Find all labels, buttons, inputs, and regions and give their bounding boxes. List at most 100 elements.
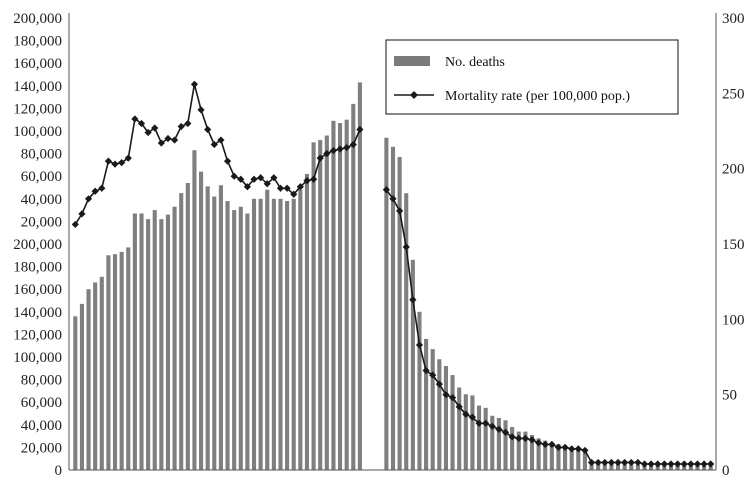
mortality-rate-point	[144, 128, 152, 137]
bar-no-deaths	[708, 466, 713, 470]
mortality-rate-point	[336, 145, 344, 153]
mortality-rate-point	[230, 172, 238, 180]
left-tick-label: 180,000	[13, 34, 62, 50]
left-tick-label: 180,000	[13, 260, 62, 276]
mortality-rate-point	[614, 458, 622, 467]
mortality-rate-point	[78, 210, 86, 218]
bar-no-deaths	[463, 394, 468, 470]
mortality-rate-point	[177, 122, 185, 131]
bar-no-deaths	[324, 135, 329, 470]
bar-no-deaths	[397, 156, 402, 471]
bar-no-deaths	[337, 123, 343, 470]
left-tick-label: 60,000	[21, 395, 62, 411]
legend-label-mortality-rate: Mortality rate (per 100,000 pop.)	[445, 89, 630, 104]
bar-no-deaths	[212, 196, 217, 471]
mortality-rate-point	[382, 186, 390, 194]
bar-no-deaths	[318, 140, 323, 471]
mortality-rate-point	[223, 157, 232, 165]
right-tick-label: 0	[722, 463, 730, 479]
bar-no-deaths	[79, 303, 84, 470]
left-tick-label: 200,000	[13, 11, 62, 27]
mortality-rate-point	[124, 154, 132, 162]
mortality-rate-point	[204, 125, 212, 134]
bar-no-deaths	[510, 427, 515, 470]
bar-no-deaths	[232, 210, 237, 470]
right-tick-label: 150	[722, 237, 745, 253]
mortality-rate-point	[548, 440, 556, 448]
mortality-rate-point	[680, 460, 688, 468]
bar-no-deaths	[543, 440, 548, 470]
mortality-rate-point	[276, 184, 285, 192]
bar-no-deaths	[251, 198, 257, 471]
bar-no-deaths	[179, 193, 184, 470]
mortality-rate-point	[495, 425, 503, 433]
mortality-rate-point	[111, 160, 119, 168]
mortality-rate-point	[190, 80, 199, 88]
bar-no-deaths	[450, 375, 455, 470]
bar-no-deaths	[265, 189, 270, 470]
bar-no-deaths	[126, 247, 131, 470]
bars-no-deaths	[73, 82, 713, 471]
mortality-rate-point	[660, 460, 668, 468]
mortality-rate-point	[356, 125, 364, 134]
mortality-rate-point	[422, 366, 430, 375]
mortality-rate-point	[561, 443, 569, 451]
left-tick-label: 140,000	[13, 79, 62, 95]
bar-no-deaths	[668, 465, 674, 470]
mortality-rate-point	[475, 419, 483, 427]
left-tick-label: 120,000	[13, 101, 62, 117]
bar-no-deaths	[569, 447, 574, 470]
bar-no-deaths	[278, 198, 283, 471]
left-tick-label: 40,000	[21, 418, 62, 434]
bar-no-deaths	[549, 442, 554, 470]
left-tick-label: 60,000	[21, 169, 62, 185]
left-axis-ticks: 0 20,000 40,000 60,000 80,000 100,000 120,000 1…	[13, 11, 62, 479]
bar-no-deaths	[688, 465, 693, 470]
mortality-rate-point	[707, 460, 715, 468]
mortality-rate-point	[455, 403, 463, 411]
bar-no-deaths	[430, 349, 435, 470]
bar-no-deaths	[99, 276, 104, 470]
mortality-rate-point	[654, 460, 662, 468]
left-tick-label: 20,000	[21, 440, 62, 456]
bar-no-deaths	[199, 171, 204, 470]
bar-no-deaths	[258, 198, 263, 471]
bar-no-deaths	[225, 201, 230, 470]
mortality-rate-point	[634, 458, 642, 467]
mortality-rate-point	[250, 175, 258, 183]
mortality-rate-point	[554, 443, 563, 451]
mortality-rate-point	[303, 177, 311, 185]
mortality-rate-point	[601, 458, 609, 467]
mortality-rate-point	[594, 458, 602, 467]
bar-no-deaths	[417, 311, 422, 470]
mortality-rate-point	[329, 146, 338, 155]
bar-no-deaths	[152, 210, 157, 470]
mortality-rate-point	[157, 139, 165, 147]
mortality-rate-point	[673, 460, 682, 468]
mortality-rate-point	[607, 458, 616, 467]
bar-no-deaths	[523, 431, 528, 470]
mortality-rate-point	[343, 143, 351, 152]
bar-no-deaths	[582, 450, 587, 470]
mortality-rate-point	[442, 391, 450, 399]
right-axis-ticks: 0 50 100 150 200 250 300	[722, 11, 745, 479]
bar-no-deaths	[490, 415, 495, 470]
left-tick-label: 0	[55, 463, 63, 479]
mortality-rate-point	[396, 207, 404, 215]
mortality-rate-point	[243, 183, 251, 191]
bar-no-deaths	[112, 254, 118, 470]
left-tick-label: 100,000	[13, 124, 62, 140]
mortality-rate-point	[270, 174, 278, 182]
mortality-rate-point	[667, 460, 675, 468]
mortality-rate-point	[568, 445, 576, 453]
bar-no-deaths	[476, 405, 482, 470]
mortality-rate-point	[521, 434, 529, 442]
bar-no-deaths	[662, 465, 667, 470]
left-tick-label: 100,000	[13, 350, 62, 366]
mortality-rate-point	[468, 413, 477, 421]
bar-no-deaths	[424, 338, 429, 470]
mortality-rate-point	[118, 159, 126, 167]
bar-no-deaths	[503, 420, 508, 470]
left-tick-label: 120,000	[13, 327, 62, 343]
mortality-rate-line	[71, 80, 715, 468]
